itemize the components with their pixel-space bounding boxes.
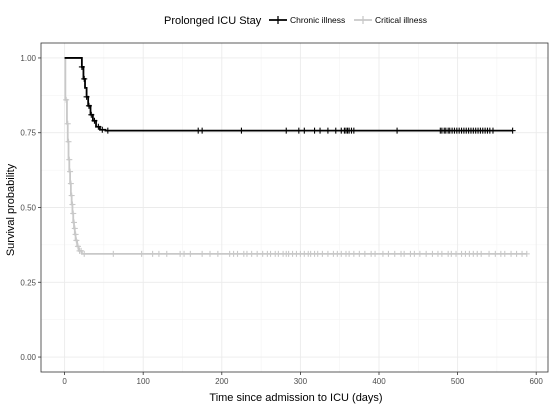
- x-tick-label: 0: [62, 377, 67, 386]
- series-layer: [63, 57, 530, 257]
- legend-label-chronic-illness: Chronic illness: [290, 15, 345, 25]
- x-tick-label: 200: [215, 377, 229, 386]
- legend: Prolonged ICU Stay Chronic illness Criti…: [164, 15, 427, 27]
- x-axis-title: Time since admission to ICU (days): [209, 392, 382, 404]
- axis-ticks: 0 100 200 300 400 500 600 0.00 0.25 0.50 0.75 1.00: [20, 54, 543, 386]
- y-tick-label: 0.50: [20, 204, 36, 213]
- y-tick-label: 1.00: [20, 54, 36, 63]
- x-tick-label: 500: [451, 377, 465, 386]
- x-tick-label: 100: [137, 377, 151, 386]
- y-axis-title: Survival probability: [5, 163, 17, 256]
- x-tick-label: 600: [530, 377, 544, 386]
- y-tick-label: 0.00: [20, 353, 36, 362]
- y-tick-label: 0.25: [20, 278, 36, 287]
- legend-label-critical-illness: Critical illness: [375, 15, 427, 25]
- legend-title: Prolonged ICU Stay: [164, 15, 262, 27]
- x-tick-label: 400: [372, 377, 386, 386]
- x-tick-label: 300: [294, 377, 308, 386]
- y-tick-label: 0.75: [20, 129, 36, 138]
- grid-lines: [41, 43, 548, 372]
